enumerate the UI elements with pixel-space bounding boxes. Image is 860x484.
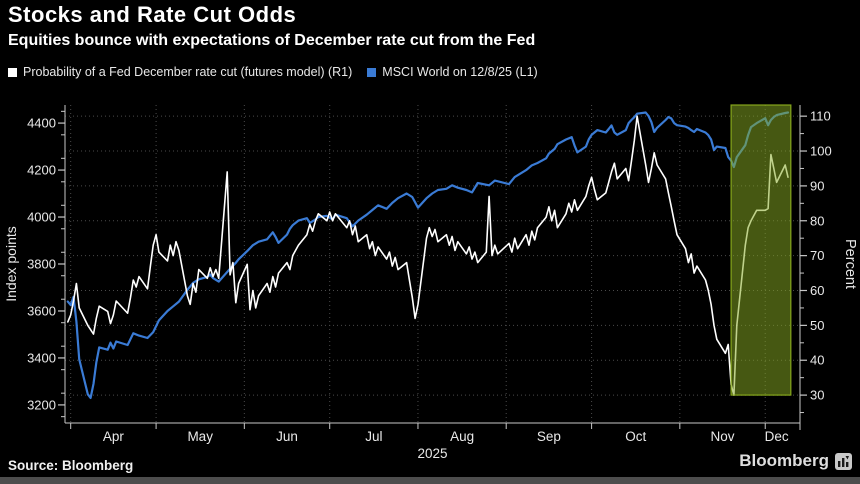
month-label: Aug: [450, 429, 474, 444]
left-axis-tick-label: 4400: [27, 116, 56, 131]
legend-item-msci: MSCI World on 12/8/25 (L1): [367, 65, 538, 79]
month-label: Oct: [625, 429, 646, 444]
left-axis-tick-label: 4200: [27, 163, 56, 178]
right-axis-tick-label: 60: [810, 283, 824, 298]
right-axis-tick-label: 40: [810, 353, 824, 368]
month-label: Dec: [765, 429, 789, 444]
page-title: Stocks and Rate Cut Odds: [8, 2, 297, 27]
chart-legend: Probability of a Fed December rate cut (…: [8, 65, 538, 79]
bloomberg-logo-icon: [835, 452, 852, 470]
right-axis-tick-label: 100: [810, 144, 832, 159]
highlight-region: [730, 104, 792, 396]
bloomberg-wordmark: Bloomberg: [739, 451, 829, 470]
month-label: Apr: [103, 429, 125, 444]
series-line-msci: [66, 111, 790, 399]
series-line-probability: [67, 115, 789, 396]
legend-label-msci: MSCI World on 12/8/25 (L1): [382, 65, 538, 79]
month-label: Jun: [276, 429, 298, 444]
month-label: Jul: [365, 429, 382, 444]
left-axis-tick-label: 3600: [27, 303, 56, 318]
chart-subtitle: Equities bounce with expectations of Dec…: [8, 32, 536, 49]
legend-label-probability: Probability of a Fed December rate cut (…: [23, 65, 353, 79]
month-label: Sep: [537, 429, 561, 444]
month-label: Nov: [711, 429, 735, 444]
right-axis-tick-label: 90: [810, 178, 824, 193]
right-axis-tick-label: 110: [810, 109, 831, 124]
right-axis-tick-label: 30: [810, 388, 824, 403]
year-label: 2025: [417, 446, 447, 461]
right-axis-tick-label: 70: [810, 248, 824, 263]
bottom-divider-bar: [0, 477, 860, 484]
month-label: May: [187, 429, 213, 444]
legend-item-probability: Probability of a Fed December rate cut (…: [8, 65, 352, 79]
left-axis-title: Index points: [3, 226, 19, 302]
source-attribution: Source: Bloomberg: [8, 458, 134, 473]
probability-series-swatch-icon: [8, 67, 17, 77]
msci-series-swatch-icon: [367, 67, 377, 77]
left-axis-tick-label: 4000: [27, 210, 56, 225]
right-axis-title: Percent: [842, 239, 858, 289]
right-axis-tick-label: 50: [810, 318, 824, 333]
left-axis-tick-label: 3400: [27, 350, 56, 365]
left-axis-tick-label: 3200: [27, 397, 56, 412]
right-axis-tick-label: 80: [810, 213, 824, 228]
bloomberg-branding: Bloomberg: [739, 451, 852, 471]
left-axis-tick-label: 3800: [27, 257, 56, 272]
